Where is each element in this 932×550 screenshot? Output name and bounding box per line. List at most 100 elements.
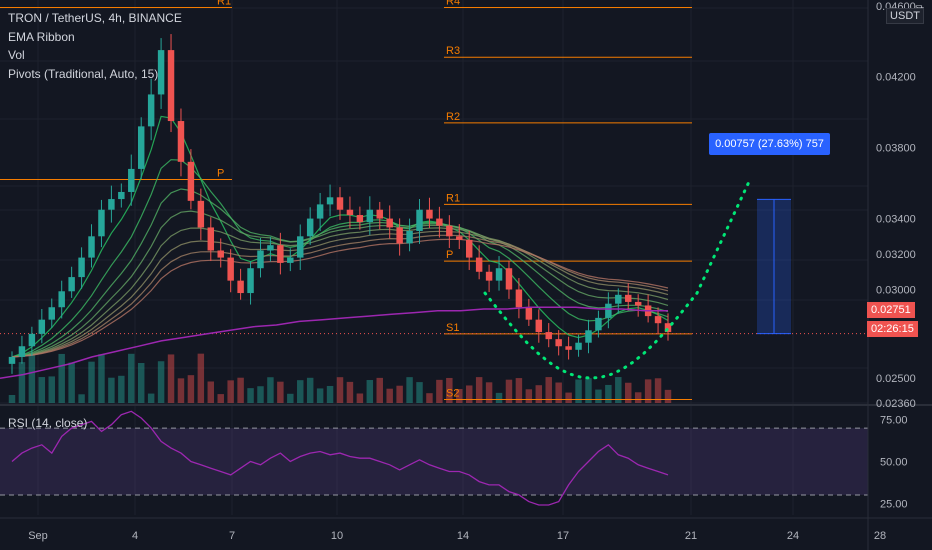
volume-bar — [416, 382, 423, 403]
volume-bar — [78, 394, 85, 403]
volume-bar — [128, 353, 135, 403]
volume-bar — [615, 377, 622, 403]
candle-body — [167, 50, 175, 122]
candle-body — [157, 50, 165, 95]
time-tick-label: 7 — [229, 530, 235, 542]
candle-body — [38, 319, 46, 334]
candle-body — [495, 268, 503, 281]
volume-bar — [147, 393, 155, 403]
ma200-line — [0, 306, 668, 379]
volume-bar — [297, 380, 304, 403]
volume-bar — [98, 354, 105, 403]
candle-body — [664, 323, 672, 333]
candle-body — [207, 227, 215, 251]
volume-bar — [177, 378, 185, 403]
candle-body — [277, 245, 284, 263]
volume-bar — [436, 379, 443, 403]
volume-bar — [505, 379, 513, 403]
rsi-pane — [0, 410, 868, 506]
candle-body — [316, 204, 324, 219]
time-tick-label: 28 — [874, 530, 886, 542]
candle-body — [336, 197, 344, 210]
candle-body — [416, 209, 423, 231]
volume-bar — [217, 394, 224, 403]
ema-line — [11, 159, 669, 358]
symbol-title[interactable]: TRON / TetherUS, 4h, BINANCE — [8, 11, 182, 25]
volume-bar — [644, 379, 652, 403]
volume-bar — [187, 375, 195, 403]
pivot-label: R3 — [446, 45, 460, 57]
volume-bar — [555, 382, 562, 403]
candle-body — [515, 289, 523, 308]
volume-bar — [485, 382, 493, 403]
volume-bar — [426, 393, 433, 403]
volume-bar — [386, 388, 393, 403]
price-tick-label: 0.02500 — [876, 373, 916, 385]
pivots-label[interactable]: Pivots (Traditional, Auto, 15) — [8, 66, 159, 81]
volume-bar — [267, 377, 274, 403]
volume-bar — [207, 381, 215, 403]
candle-body — [58, 291, 65, 308]
candle-body — [356, 215, 364, 223]
volume-bar — [237, 377, 244, 403]
volume-bar — [595, 389, 602, 403]
candle-body — [426, 209, 433, 219]
volume-bar — [8, 395, 16, 403]
measure-tool — [757, 198, 791, 335]
candle-body — [118, 191, 125, 200]
price-tick-label: 0.03800 — [876, 143, 916, 155]
ma200-line — [0, 306, 668, 379]
volume-bar — [88, 361, 95, 403]
volume-bar — [356, 393, 364, 403]
candle-body — [595, 317, 602, 331]
pivot-label: S1 — [446, 322, 459, 334]
volume-bar — [316, 388, 324, 403]
volume-bar — [306, 377, 314, 403]
volume-bar — [38, 377, 46, 403]
candle-body — [197, 200, 205, 228]
volume-bar — [634, 392, 642, 403]
rsi-tick-label: 75.00 — [880, 415, 908, 427]
price-unit[interactable]: USDT — [886, 8, 924, 24]
pivot-label-prev: P — [217, 168, 224, 180]
volume-bar — [18, 362, 26, 403]
volume-bar — [326, 385, 334, 403]
candle-body — [525, 307, 533, 320]
pivot-label: R2 — [446, 111, 460, 123]
rsi-label[interactable]: RSI (14, close) — [8, 416, 88, 430]
time-tick-label: Sep — [28, 530, 48, 542]
ema-line — [11, 230, 669, 358]
candle-body — [346, 209, 354, 216]
candle-body — [287, 257, 294, 263]
candle-body — [485, 271, 493, 281]
price-tick-label: 0.04200 — [876, 72, 916, 84]
ema-ribbon-label[interactable]: EMA Ribbon — [8, 29, 75, 44]
candle-body — [615, 294, 622, 304]
candle-body — [475, 257, 483, 272]
candle-body — [297, 236, 304, 258]
time-tick-label: 21 — [685, 530, 697, 542]
projection-path — [483, 178, 752, 380]
volume-bar — [48, 376, 55, 403]
volume-bar — [475, 377, 483, 403]
ema-line — [11, 188, 669, 358]
ema-line — [11, 227, 669, 358]
volume-bar — [625, 382, 632, 403]
volume-bar — [277, 381, 284, 403]
candle-body — [456, 236, 463, 240]
volume-bar — [376, 377, 383, 403]
volume-bar — [585, 378, 592, 403]
volume-label[interactable]: Vol — [8, 48, 25, 62]
volume-bar — [346, 381, 354, 403]
candle-body — [68, 277, 75, 292]
volume-bar — [456, 388, 463, 403]
volume-bar — [446, 377, 453, 403]
volume-bar — [366, 380, 374, 403]
candle-body — [28, 333, 36, 347]
candle-body — [436, 218, 443, 226]
time-tick-label: 4 — [132, 530, 138, 542]
candle-body — [545, 332, 552, 340]
volume-bar — [525, 389, 533, 403]
time-tick-label: 10 — [331, 530, 343, 542]
